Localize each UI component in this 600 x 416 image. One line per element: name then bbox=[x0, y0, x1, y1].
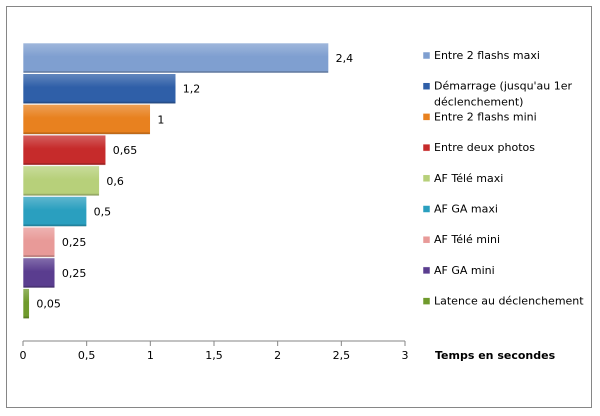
legend-label: Entre 2 flashs maxi bbox=[434, 49, 540, 62]
x-tick-label: 0,5 bbox=[78, 349, 96, 362]
x-tick-label: 1,5 bbox=[205, 349, 223, 362]
legend-swatch bbox=[422, 174, 431, 183]
legend-swatch bbox=[422, 82, 431, 90]
x-tick-label: 0 bbox=[20, 349, 27, 362]
legend-swatch bbox=[422, 113, 431, 121]
bar bbox=[22, 257, 56, 289]
bar bbox=[22, 288, 30, 319]
x-tick-label: 2,5 bbox=[333, 349, 351, 362]
x-tick-label: 3 bbox=[402, 349, 409, 362]
chart-frame: 0 0,5 1 1,5 2 2,5 3 2,4 1,2 1 0,65 0,6 0,5 0,25 0,25 0… bbox=[6, 6, 592, 408]
value-label: 0,25 bbox=[62, 236, 86, 249]
bar bbox=[22, 73, 177, 104]
value-label: 0,25 bbox=[62, 267, 86, 280]
legend-swatch bbox=[422, 297, 431, 305]
bar-shadow bbox=[23, 316, 29, 319]
legend-label: AF GA maxi bbox=[434, 203, 498, 216]
legend-label: Entre deux photos bbox=[434, 141, 535, 154]
bar bbox=[22, 42, 329, 74]
legend-label: AF GA mini bbox=[434, 264, 495, 277]
legend-swatch bbox=[422, 51, 431, 60]
x-axis-title: Temps en secondes bbox=[435, 349, 556, 362]
value-label: 0,05 bbox=[36, 298, 61, 311]
bar bbox=[22, 104, 151, 135]
bar-shadow bbox=[23, 193, 99, 196]
value-label: 1 bbox=[157, 113, 164, 126]
legend-label: Démarrage (jusqu'au 1er bbox=[434, 80, 573, 93]
bar-shadow bbox=[23, 71, 329, 73]
bar-shadow bbox=[23, 224, 87, 227]
value-labels: 2,4 1,2 1 0,65 0,6 0,5 0,25 0,25 0,05 bbox=[36, 52, 353, 311]
legend-label: Latence au déclenchement bbox=[434, 295, 584, 308]
value-label: 1,2 bbox=[183, 83, 201, 96]
legend-label: AF Télé mini bbox=[434, 233, 500, 246]
bar bbox=[22, 196, 87, 227]
legend-swatch bbox=[422, 143, 431, 152]
value-label: 0,65 bbox=[113, 144, 137, 157]
legend-swatch bbox=[422, 205, 431, 213]
legend: Entre 2 flashs maxi Démarrage (jusqu'au 1… bbox=[422, 49, 584, 308]
bar-shadow bbox=[23, 255, 55, 258]
bar bbox=[22, 165, 100, 197]
x-axis-ticks: 0 0,5 1 1,5 2 2,5 3 bbox=[20, 341, 409, 362]
legend-label: Entre 2 flashs mini bbox=[434, 110, 537, 123]
legend-label: AF Télé maxi bbox=[434, 172, 503, 185]
x-tick-label: 2 bbox=[274, 349, 281, 362]
bars bbox=[22, 42, 329, 319]
horizontal-bar-chart: 0 0,5 1 1,5 2 2,5 3 2,4 1,2 1 0,65 0,6 0,5 0,25 0,25 0… bbox=[20, 42, 584, 362]
legend-swatch bbox=[422, 235, 431, 244]
value-label: 2,4 bbox=[336, 52, 354, 65]
bar-shadow bbox=[23, 132, 150, 135]
bar bbox=[22, 134, 107, 166]
value-label: 0,6 bbox=[106, 175, 124, 188]
value-label: 0,5 bbox=[94, 206, 112, 219]
bar-shadow bbox=[23, 285, 55, 288]
legend-label: déclenchement) bbox=[434, 96, 523, 109]
bar-shadow bbox=[23, 163, 106, 166]
legend-swatch bbox=[422, 266, 431, 275]
x-tick-label: 1 bbox=[147, 349, 154, 362]
bar bbox=[22, 226, 56, 258]
bar-shadow bbox=[23, 101, 176, 104]
